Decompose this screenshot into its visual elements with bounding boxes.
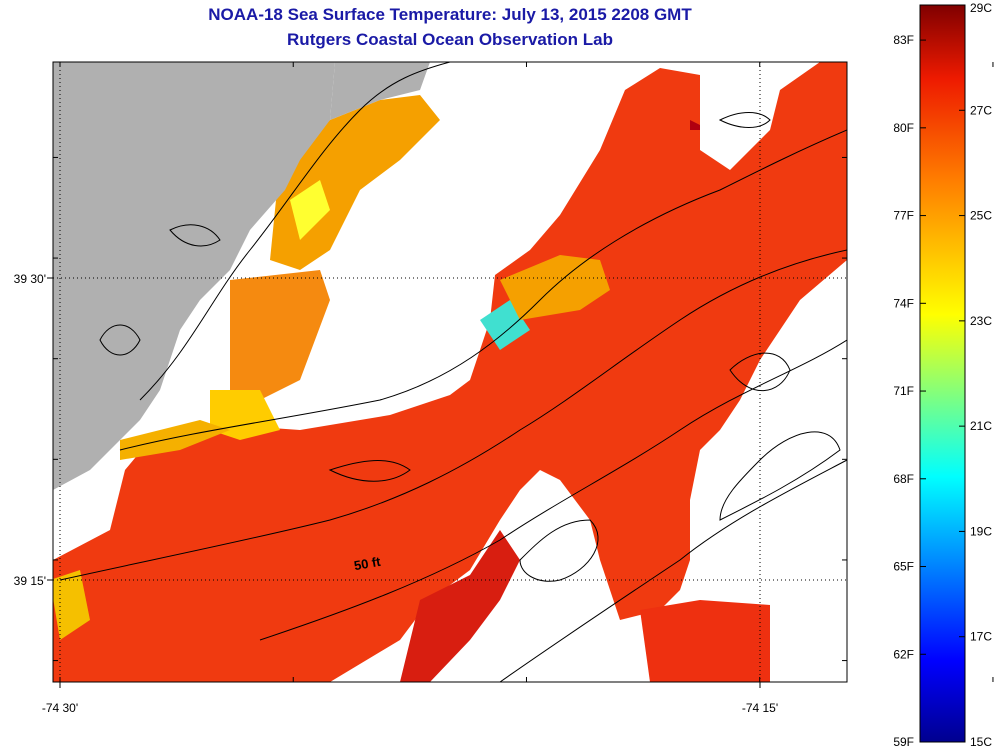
colorbar-fahrenheit-labels: 83F 80F 77F 74F 71F 68F 65F 62F 59F <box>893 33 926 749</box>
x-axis: -74 30'-74 15'-74 0'-73 45' <box>42 62 994 715</box>
y-tick-label: 39 15' <box>14 574 46 588</box>
colorbar-c-label: 23C <box>970 314 992 328</box>
colorbar-c-label: 19C <box>970 524 992 538</box>
land-area <box>53 62 335 490</box>
colorbar-f-label: 59F <box>893 735 914 749</box>
colorbar-f-label: 74F <box>893 296 914 310</box>
colorbar-c-label: 25C <box>970 209 992 223</box>
colorbar-c-label: 15C <box>970 735 992 749</box>
colorbar-c-label: 17C <box>970 630 992 644</box>
colorbar-f-label: 77F <box>893 209 914 223</box>
colorbar-c-label: 21C <box>970 419 992 433</box>
colorbar-c-label: 29C <box>970 1 992 15</box>
x-tick-label: -74 15' <box>742 701 778 715</box>
depth-contours <box>59 62 847 682</box>
colorbar-c-label: 27C <box>970 103 992 117</box>
depth-contour-label: 50 ft <box>353 554 383 574</box>
colorbar-f-label: 83F <box>893 33 914 47</box>
y-tick-label: 39 30' <box>14 272 46 286</box>
colorbar-f-label: 80F <box>893 121 914 135</box>
colorbar-f-label: 65F <box>893 560 914 574</box>
colorbar-f-label: 68F <box>893 472 914 486</box>
colorbar-celsius-labels: 29C 27C 25C 23C 21C 19C 17C 15C <box>959 1 992 749</box>
x-tick-label: -74 30' <box>42 701 78 715</box>
map-frame <box>52 61 848 683</box>
depth-labels: 50 ft80 ft80 ft80 ft110 ft110 ft50 ft80 … <box>353 554 383 574</box>
chart-subtitle: Rutgers Coastal Ocean Observation Lab <box>287 30 613 49</box>
grid-lines <box>53 62 847 682</box>
colorbar-f-label: 62F <box>893 647 914 661</box>
colorbar <box>919 4 966 743</box>
y-axis: 39 30' 39 15' <box>14 156 847 662</box>
colorbar-f-label: 71F <box>893 384 914 398</box>
chart-title: NOAA-18 Sea Surface Temperature: July 13… <box>208 5 692 24</box>
